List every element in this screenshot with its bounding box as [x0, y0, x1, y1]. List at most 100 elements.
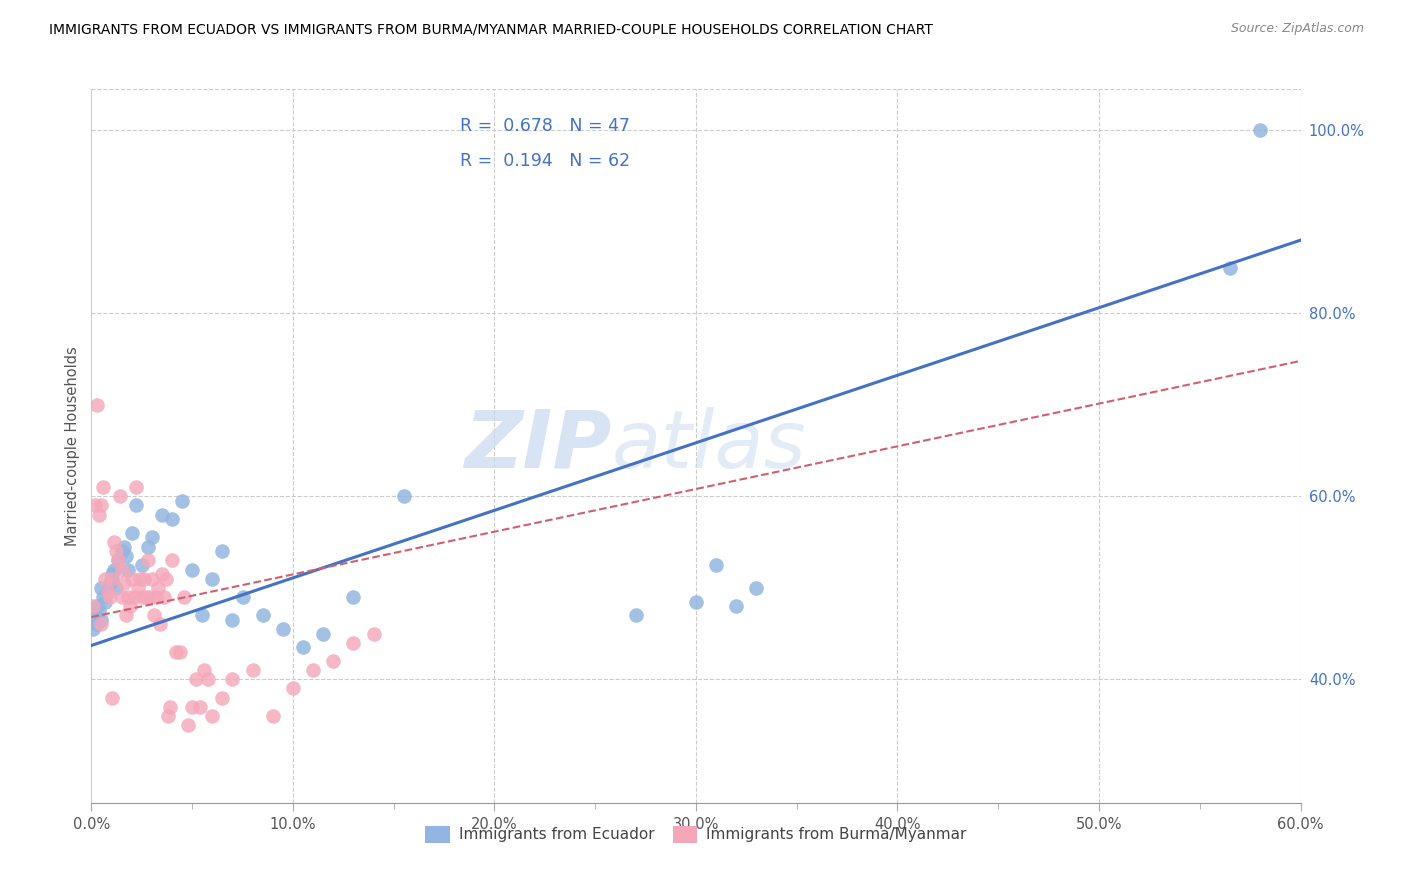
Point	[90, 581, 112, 595]
Point	[125, 499, 148, 513]
Point	[342, 636, 364, 650]
Point	[86, 617, 108, 632]
Point	[93, 480, 115, 494]
Point	[193, 663, 215, 677]
Point	[86, 599, 108, 613]
Point	[128, 572, 150, 586]
Text: atlas: atlas	[612, 407, 806, 485]
Point	[107, 553, 129, 567]
Point	[165, 645, 187, 659]
Point	[112, 576, 135, 591]
Point	[342, 590, 364, 604]
Point	[82, 622, 104, 636]
Point	[90, 613, 112, 627]
Point	[89, 508, 111, 522]
Point	[211, 690, 233, 705]
Point	[127, 581, 149, 595]
Point	[100, 572, 122, 586]
Point	[90, 617, 112, 632]
Point	[221, 673, 243, 687]
Point	[90, 499, 112, 513]
Point	[104, 544, 127, 558]
Point	[160, 512, 183, 526]
Point	[100, 572, 122, 586]
Point	[98, 590, 121, 604]
Text: ZIP: ZIP	[464, 407, 612, 485]
Point	[93, 590, 115, 604]
Point	[114, 549, 136, 563]
Point	[312, 626, 335, 640]
Point	[153, 590, 176, 604]
Point	[201, 572, 224, 586]
Point	[624, 608, 647, 623]
Point	[94, 572, 117, 586]
Point	[150, 508, 173, 522]
Point	[146, 581, 169, 595]
Point	[169, 645, 191, 659]
Point	[121, 525, 143, 540]
Point	[100, 567, 122, 582]
Point	[135, 590, 157, 604]
Point	[103, 562, 125, 576]
Point	[122, 590, 145, 604]
Text: R =  0.678   N = 47: R = 0.678 N = 47	[460, 118, 630, 136]
Point	[1249, 123, 1271, 137]
Point	[111, 544, 132, 558]
Point	[363, 626, 385, 640]
Text: Source: ZipAtlas.com: Source: ZipAtlas.com	[1230, 22, 1364, 36]
Point	[685, 594, 707, 608]
Point	[86, 398, 108, 412]
Point	[94, 594, 117, 608]
Point	[125, 480, 148, 494]
Point	[201, 709, 224, 723]
Legend: Immigrants from Ecuador, Immigrants from Burma/Myanmar: Immigrants from Ecuador, Immigrants from…	[419, 820, 973, 848]
Point	[188, 699, 211, 714]
Point	[281, 681, 304, 696]
Point	[159, 699, 181, 714]
Point	[186, 673, 208, 687]
Point	[139, 590, 162, 604]
Point	[84, 608, 107, 623]
Point	[141, 572, 163, 586]
Point	[107, 553, 129, 567]
Point	[117, 562, 139, 576]
Text: IMMIGRANTS FROM ECUADOR VS IMMIGRANTS FROM BURMA/MYANMAR MARRIED-COUPLE HOUSEHOL: IMMIGRANTS FROM ECUADOR VS IMMIGRANTS FR…	[49, 22, 934, 37]
Point	[172, 494, 194, 508]
Point	[89, 604, 111, 618]
Point	[155, 572, 177, 586]
Point	[121, 572, 143, 586]
Point	[98, 576, 121, 591]
Point	[302, 663, 325, 677]
Point	[745, 581, 768, 595]
Point	[177, 718, 200, 732]
Point	[84, 499, 107, 513]
Point	[242, 663, 264, 677]
Point	[142, 608, 165, 623]
Point	[118, 599, 141, 613]
Point	[145, 590, 167, 604]
Point	[252, 608, 274, 623]
Point	[114, 608, 136, 623]
Point	[136, 553, 159, 567]
Point	[111, 562, 132, 576]
Point	[108, 489, 131, 503]
Point	[191, 608, 214, 623]
Point	[117, 590, 139, 604]
Point	[322, 654, 344, 668]
Point	[136, 540, 159, 554]
Point	[141, 531, 163, 545]
Point	[131, 590, 153, 604]
Point	[197, 673, 219, 687]
Point	[292, 640, 315, 655]
Point	[231, 590, 253, 604]
Point	[103, 535, 125, 549]
Point	[725, 599, 748, 613]
Point	[1219, 260, 1241, 275]
Point	[160, 553, 183, 567]
Point	[149, 617, 172, 632]
Point	[271, 622, 294, 636]
Point	[96, 585, 118, 599]
Point	[156, 709, 179, 723]
Point	[150, 567, 173, 582]
Point	[221, 613, 243, 627]
